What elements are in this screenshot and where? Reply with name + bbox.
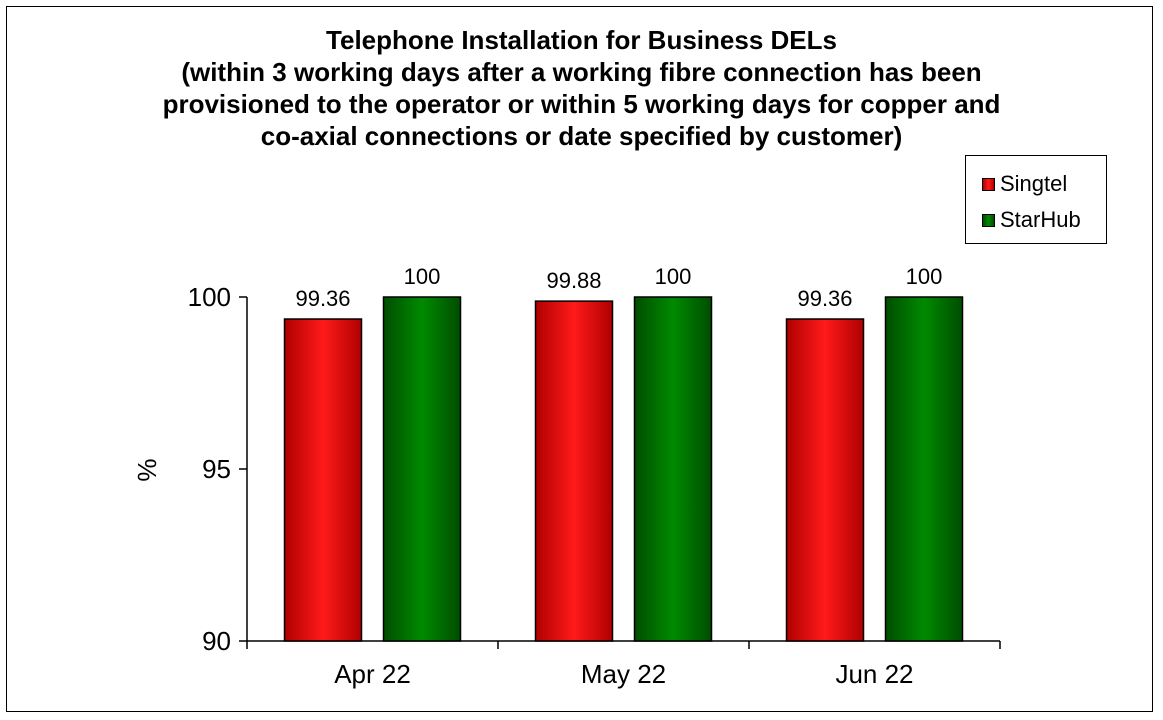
legend-item-starhub: StarHub bbox=[982, 206, 1081, 234]
data-label-starhub-1: 100 bbox=[404, 264, 441, 289]
title-line-3: provisioned to the operator or within 5 … bbox=[162, 89, 1001, 119]
bar-singtel-3 bbox=[785, 318, 865, 642]
y-tick-label: 90 bbox=[202, 626, 231, 656]
x-tick-label: May 22 bbox=[581, 659, 666, 689]
legend: Singtel StarHub bbox=[965, 155, 1107, 244]
axes: 90 95 100 Apr 22 May 22 Jun 22 bbox=[188, 282, 1001, 689]
x-tick-label: Jun 22 bbox=[835, 659, 913, 689]
bar-starhub-3 bbox=[884, 296, 964, 642]
bar-singtel-1 bbox=[283, 318, 363, 642]
data-label-starhub-3: 100 bbox=[906, 264, 943, 289]
legend-label-starhub: StarHub bbox=[1000, 207, 1081, 232]
data-label-starhub-2: 100 bbox=[655, 264, 692, 289]
legend-swatch-singtel bbox=[982, 177, 995, 191]
legend-swatch-starhub bbox=[982, 213, 995, 227]
x-tick-label: Apr 22 bbox=[334, 659, 411, 689]
chart-title: Telephone Installation for Business DELs… bbox=[0, 24, 1163, 152]
y-tick-label: 95 bbox=[202, 454, 231, 484]
data-label-singtel-2: 99.88 bbox=[546, 268, 601, 293]
title-line-4: co-axial connections or date specified b… bbox=[260, 121, 903, 151]
labels: 99.36 100 99.88 100 99.36 100 bbox=[295, 264, 942, 311]
title-line-1: Telephone Installation for Business DELs bbox=[326, 25, 837, 55]
chart-frame bbox=[6, 6, 1153, 712]
legend-label-singtel: Singtel bbox=[1000, 171, 1068, 196]
bars bbox=[283, 296, 964, 642]
data-label-singtel-1: 99.36 bbox=[295, 286, 350, 311]
title-line-2: (within 3 working days after a working f… bbox=[181, 57, 982, 87]
y-tick-label: 100 bbox=[188, 282, 231, 312]
legend-item-singtel: Singtel bbox=[982, 170, 1067, 198]
bar-singtel-2 bbox=[534, 300, 614, 642]
data-label-singtel-3: 99.36 bbox=[797, 286, 852, 311]
bar-starhub-1 bbox=[382, 296, 462, 642]
bar-starhub-2 bbox=[633, 296, 713, 642]
y-axis-label: % bbox=[132, 458, 162, 481]
